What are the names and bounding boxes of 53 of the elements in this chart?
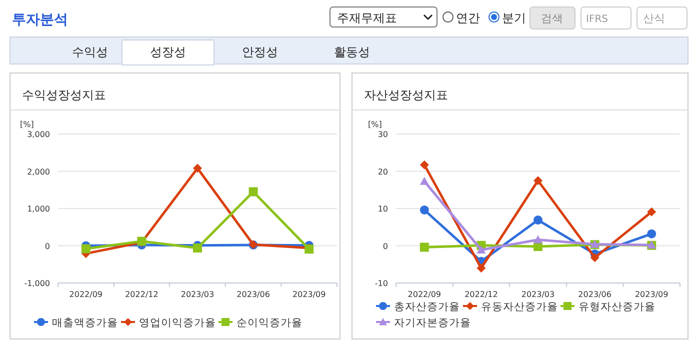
y-tick-label: 20 — [378, 167, 388, 176]
chart-title: 수익성장성지표 — [22, 88, 106, 102]
x-tick-label: 2023/06 — [578, 290, 612, 299]
text: 성장성 — [150, 45, 186, 59]
point — [193, 243, 202, 252]
legend-label: 영업이익증가율 — [139, 317, 216, 329]
x-tick-label: 2023/09 — [634, 290, 668, 299]
point — [647, 207, 656, 216]
text: 안정성 — [242, 45, 278, 59]
y-axis-title: [%] — [368, 120, 382, 129]
point — [476, 245, 486, 254]
legend-label: 총자산증가율 — [394, 301, 460, 313]
y-tick-label: 1,000 — [27, 204, 50, 214]
point — [420, 160, 429, 170]
point — [534, 216, 542, 225]
y-axis-title: [%] — [20, 120, 34, 129]
point — [248, 187, 258, 196]
point — [420, 242, 429, 252]
legend-label: 매출액증가율 — [52, 317, 118, 329]
x-tick-label: 2022/12 — [125, 290, 158, 299]
legend-label: 유형자산증가율 — [578, 301, 656, 313]
x-tick-label: 2023/06 — [236, 290, 270, 299]
legend-label: 자기자본증가율 — [394, 317, 471, 329]
point — [193, 164, 202, 173]
legend-label: 유동자산증가율 — [481, 301, 558, 313]
y-tick-label: 2,000 — [27, 167, 50, 176]
x-tick-label: 2023/03 — [180, 290, 214, 299]
y-tick-label: 30 — [378, 130, 388, 139]
legend-label: 순이익증가율 — [236, 317, 302, 329]
chart-title: 자산성장성지표 — [364, 88, 448, 102]
y-tick-label: -10 — [374, 279, 388, 288]
point — [534, 176, 542, 186]
y-tick-label: 0 — [382, 242, 388, 251]
x-tick-label: 2023/03 — [521, 290, 555, 299]
point — [476, 264, 486, 273]
x-tick-label: 2022/09 — [408, 290, 442, 299]
point — [81, 244, 90, 254]
y-tick-label: 3,000 — [27, 130, 50, 139]
x-tick-label: 2022/12 — [464, 290, 498, 299]
x-tick-label: 2022/09 — [69, 290, 103, 299]
point — [534, 235, 542, 244]
text: 수익성 — [72, 45, 108, 59]
y-tick-label: 10 — [378, 204, 388, 214]
point — [420, 176, 429, 185]
x-tick-label: 2023/09 — [292, 290, 326, 299]
text: 활동성 — [334, 45, 370, 59]
point — [590, 253, 600, 262]
point — [420, 205, 429, 214]
point — [647, 229, 656, 238]
y-tick-label: 0 — [44, 242, 50, 251]
text: 투자분석 — [12, 12, 68, 28]
y-tick-label: -1,000 — [24, 279, 50, 288]
controls: 주재무제표 연간 분기 검색 IFRS 산식 — [330, 6, 688, 30]
